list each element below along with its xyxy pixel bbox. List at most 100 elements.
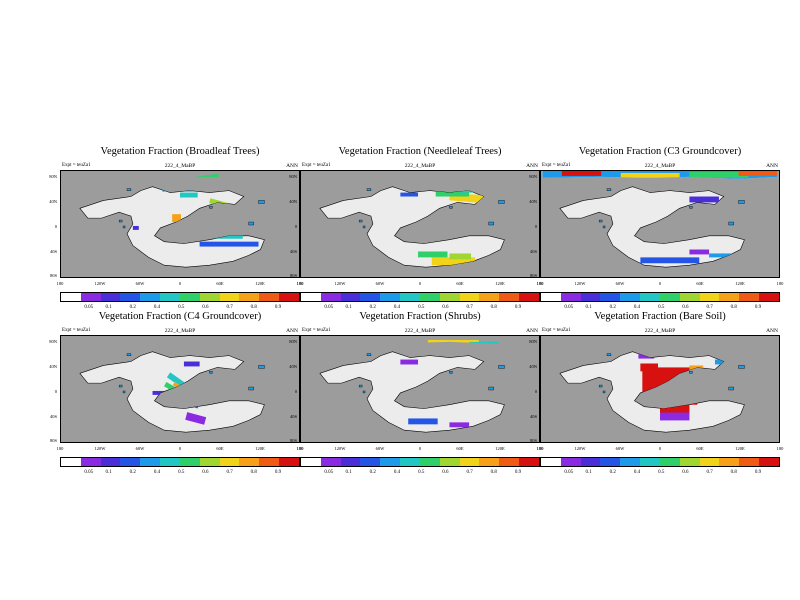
island [602,390,606,394]
island [248,221,254,226]
colorbar [60,457,300,467]
map-plot [302,171,538,277]
colorbar-swatch [380,458,401,466]
island [126,353,132,356]
panel-title: Vegetation Fraction (C3 Groundcover) [578,146,742,157]
lat-tick-label: 0 [294,389,297,395]
lon-tick-label: 180 [296,446,304,451]
colorbar-swatch [759,293,779,301]
lon-tick-label: 120W [334,281,346,286]
colorbar-swatch [279,458,299,466]
lon-tick-label: 0 [658,446,662,451]
colorbar-tick-label: 0.7 [226,470,233,475]
vegetation-patch [449,422,470,428]
lon-tick-label: 180 [536,281,544,286]
lon-tick-label: 60W [615,446,625,451]
island [209,371,213,374]
lon-tick-label: 120W [574,281,586,286]
panel-title: Vegetation Fraction (C4 Groundcover) [98,311,262,322]
lon-tick-label: 60E [456,281,464,286]
vegetation-patch [449,253,472,260]
colorbar-swatch [61,293,81,301]
colorbar-swatch [199,293,220,301]
lon-tick-label: 120E [495,281,505,286]
colorbar-swatch [659,293,680,301]
run-id: 222_4_MaBP [404,328,436,334]
island [209,206,213,209]
map-plot [62,336,298,442]
map-panel: Vegetation Fraction (C4 Groundcover) Expt… [49,311,303,486]
colorbar-tick-label: 0.2 [369,470,376,475]
colorbar-tick-label: 0.05 [324,305,334,310]
colorbar-tick-label: 0.05 [564,305,574,310]
lat-tick-label: 80S [49,437,57,443]
colorbar-tick-label: 0.5 [658,470,665,475]
map-panel: Vegetation Fraction (C3 Groundcover) Expt… [529,146,783,321]
colorbar-tick-label: 0.7 [466,470,473,475]
colorbar-swatch [519,293,539,301]
lon-tick-label: 180 [776,281,784,286]
colorbar-tick-label: 0.1 [585,470,592,475]
island [358,384,363,388]
colorbar-tick-label: 0.7 [706,305,713,310]
lon-tick-label: 120E [735,446,745,451]
mean-period: ANN [766,328,778,334]
colorbar-swatch [179,293,200,301]
colorbar-tick-label: 0.7 [706,470,713,475]
colorbar-tick-label: 0.9 [514,470,522,475]
supercontinent [79,186,265,268]
lon-tick-label: 0 [178,446,182,451]
colorbar-swatch [699,293,720,301]
mean-period: ANN [286,328,298,334]
vegetation-patch [431,257,475,266]
colorbar-tick-label: 0.5 [418,305,425,310]
lat-tick-label: 0 [294,224,297,230]
vegetation-patch [620,172,680,178]
lat-tick-label: 80N [529,174,537,180]
colorbar-swatch [620,458,641,466]
island [488,221,494,226]
panel-title: Vegetation Fraction (Bare Soil) [594,311,726,322]
island [122,225,126,229]
colorbar-tick-label: 0.4 [633,470,641,475]
colorbar-swatch [640,293,660,301]
supercontinent [559,351,745,433]
island [362,390,366,394]
map-frame [300,170,540,278]
lat-tick-label: 40S [289,249,297,254]
vegetation-patch [689,249,710,255]
lat-tick-label: 40S [289,414,297,419]
colorbar-tick-label: 0.6 [442,305,449,310]
lat-tick-label: 80N [529,339,537,345]
lat-tick-label: 80S [529,272,537,278]
colorbar-tick-label: 0.6 [682,305,689,310]
island [358,219,363,223]
lat-tick-label: 40S [49,249,57,254]
colorbar-tick-label: 0.8 [250,305,257,310]
vegetation-patch [185,412,207,425]
lon-tick-label: 120W [334,446,346,451]
colorbar-swatch [199,458,220,466]
supercontinent [79,351,265,433]
colorbar-swatch [400,293,420,301]
lon-tick-label: 120W [94,446,106,451]
vegetation-patch [152,390,165,395]
colorbar-swatch [580,458,601,466]
colorbar-tick-label: 0.2 [609,305,616,310]
colorbar-tick-label: 0.05 [324,470,334,475]
colorbar-swatch [279,293,299,301]
colorbar-swatch [140,293,161,301]
colorbar-swatch [80,458,101,466]
lon-tick-label: 180 [56,281,64,286]
map-plot [542,171,778,277]
vegetation-patch [640,363,659,372]
colorbar-tick-label: 0.8 [730,470,737,475]
colorbar-tick-label: 0.5 [178,305,185,310]
lat-tick-label: 0 [534,389,537,395]
colorbar-swatch [580,293,601,301]
colorbar-swatch [759,458,779,466]
experiment-label: Expt = teuZa1 [62,328,91,333]
map-panel: Vegetation Fraction (Broadleaf Trees) Exp… [49,146,303,321]
lat-tick-label: 80S [289,272,297,278]
colorbar-tick-label: 0.2 [609,470,616,475]
